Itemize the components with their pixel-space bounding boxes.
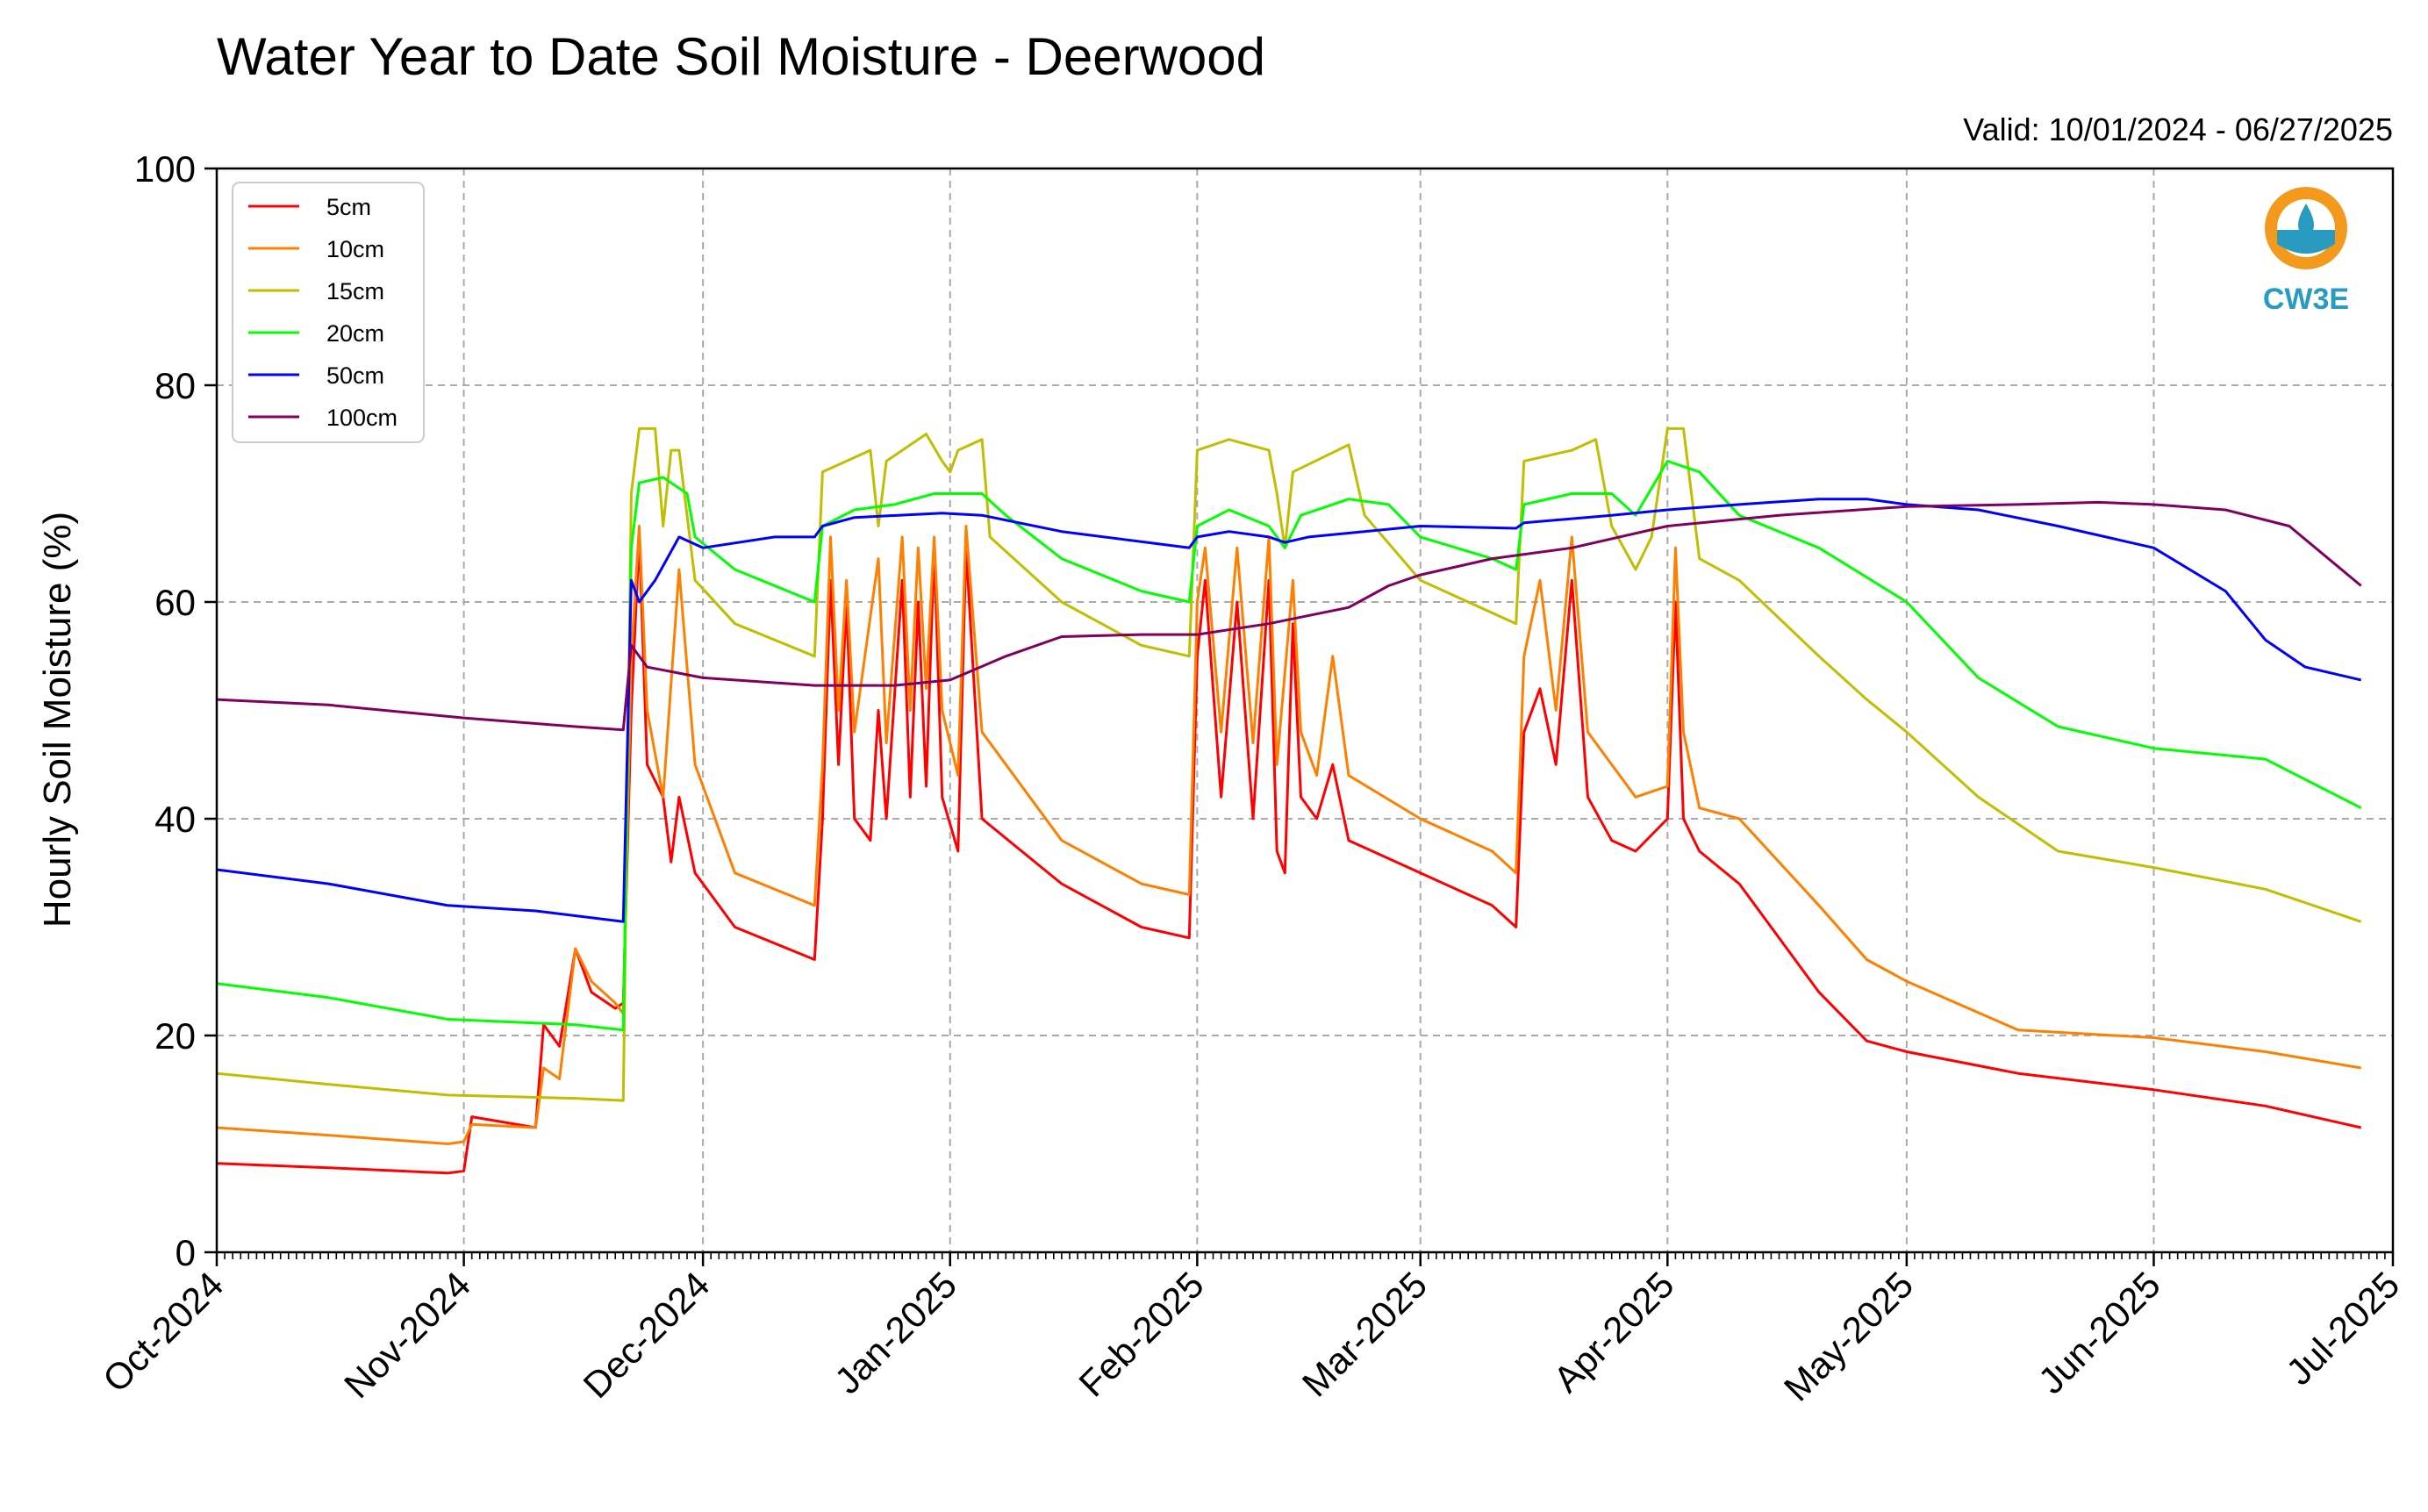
x-tick-label: Feb-2025 (1071, 1264, 1211, 1404)
y-tick-label: 0 (175, 1232, 196, 1273)
legend: 5cm 10cm 15cm 20cm 50cm 100cm (232, 182, 425, 443)
y-tick-label: 100 (134, 148, 196, 190)
legend-label-10cm: 10cm (326, 236, 384, 262)
grid-lines (217, 168, 2393, 1252)
x-minor-ticks (224, 1252, 2386, 1259)
chart-title: Water Year to Date Soil Moisture - Deerw… (217, 27, 1265, 86)
plot-area (215, 167, 2395, 1254)
x-tick-label: Jun-2025 (2030, 1264, 2168, 1401)
series-line-50cm (216, 498, 2362, 923)
legend-label-15cm: 15cm (326, 278, 384, 305)
x-tick-label: Oct-2024 (95, 1264, 231, 1400)
x-tick-label: May-2025 (1776, 1264, 1921, 1408)
y-tick-label: 40 (154, 799, 196, 840)
series-line-5cm (216, 535, 2362, 1175)
x-tick-label: Nov-2024 (336, 1264, 478, 1406)
y-tick-label: 20 (154, 1015, 196, 1057)
y-tick-label: 80 (154, 365, 196, 406)
x-tick-label: Apr-2025 (1545, 1264, 1681, 1400)
x-tick-label: Mar-2025 (1294, 1264, 1435, 1404)
series-lines (216, 426, 2362, 1175)
legend-label-100cm: 100cm (326, 405, 398, 431)
x-tick-label: Dec-2024 (575, 1264, 717, 1406)
logo-text: CW3E (2263, 283, 2349, 316)
legend-label-50cm: 50cm (326, 362, 384, 389)
logo-drop-icon (2298, 204, 2314, 234)
chart-subtitle: Valid: 10/01/2024 - 06/27/2025 (1963, 111, 2393, 147)
series-line-100cm (216, 500, 2362, 732)
x-tick-label: Jul-2025 (2278, 1264, 2407, 1393)
y-axis-label: Hourly Soil Moisture (%) (36, 512, 79, 928)
cw3e-logo: CW3E (2263, 187, 2349, 316)
legend-label-20cm: 20cm (326, 320, 384, 347)
legend-label-5cm: 5cm (326, 194, 371, 220)
logo-wave-icon (2277, 230, 2335, 254)
series-line-20cm (216, 460, 2362, 1032)
x-tick-label: Jan-2025 (827, 1264, 964, 1401)
series-line-15cm (216, 426, 2362, 1102)
legend-box (232, 182, 425, 443)
y-tick-label: 60 (154, 582, 196, 623)
